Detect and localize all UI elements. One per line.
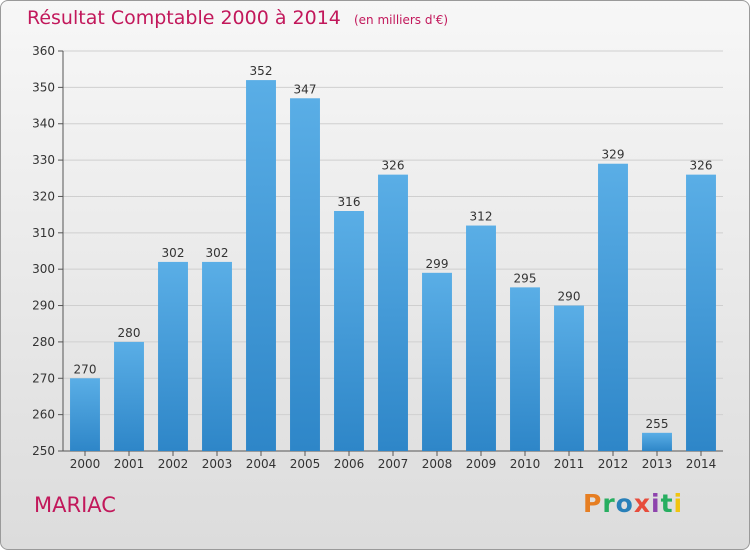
bars [70,80,716,452]
x-tick-label: 2014 [686,457,717,471]
bar [554,305,584,451]
bar [510,287,540,451]
y-tick-label: 290 [32,299,55,313]
x-tick-label: 2007 [378,457,409,471]
chart-subtitle: (en milliers d'€) [353,13,449,27]
x-tick-label: 2000 [70,457,101,471]
y-tick-label: 270 [32,371,55,385]
bar [158,261,188,451]
data-label: 290 [558,290,581,304]
x-tick-label: 2003 [202,457,233,471]
data-label: 270 [74,362,97,376]
proxiti-logo[interactable]: Proxiti [583,489,683,518]
y-tick-label: 260 [32,408,55,422]
x-tick-label: 2013 [642,457,673,471]
y-tick-label: 250 [32,444,55,458]
logo-letter: P [583,489,603,518]
y-tick-label: 310 [32,226,55,240]
data-label: 329 [602,148,625,162]
bar [466,225,496,451]
bar [378,174,408,452]
x-tick-label: 2006 [334,457,365,471]
axes: 250 260 270 280 290 300 310 320 330 340 350 360 2000… [32,44,723,471]
y-tick-label: 360 [32,44,55,58]
data-label: 352 [250,64,273,78]
y-tick-label: 300 [32,262,55,276]
x-tick-label: 2001 [114,457,145,471]
bar [70,378,100,451]
y-tick-label: 330 [32,153,55,167]
bar [290,98,320,451]
data-label: 326 [690,159,713,173]
data-label: 326 [382,159,405,173]
data-label: 299 [426,257,449,271]
data-label: 302 [162,246,185,260]
logo-letter: o [615,489,634,518]
x-tick-label: 2002 [158,457,189,471]
chart-title: Résultat Comptable 2000 à 2014 (en milli… [27,7,448,29]
data-label: 280 [118,326,141,340]
data-label: 316 [338,195,361,209]
x-tick-label: 2005 [290,457,321,471]
y-tick-label: 350 [32,80,55,94]
data-label: 312 [470,210,493,224]
commune-name: MARIAC [34,493,116,517]
bar [114,341,144,451]
y-tick-label: 340 [32,117,55,131]
x-tick-label: 2009 [466,457,497,471]
x-tick-label: 2008 [422,457,453,471]
bar [246,80,276,451]
x-tick-label: 2004 [246,457,277,471]
logo-letter: t [660,489,674,518]
x-tick-label: 2011 [554,457,585,471]
logo-letter: i [651,489,661,518]
bar [686,174,716,452]
logo-letter: r [602,489,616,518]
bar [642,432,672,451]
data-label: 302 [206,246,229,260]
bar [422,272,452,451]
data-label: 255 [646,417,669,431]
x-tick-label: 2012 [598,457,629,471]
y-tick-label: 280 [32,335,55,349]
logo-letter: i [673,489,684,518]
chart-title-text: Résultat Comptable 2000 à 2014 [27,7,341,29]
bar [202,261,232,451]
data-labels: 270 280 302 302 352 347 316 326 299 312 295 290 329 2… [74,64,713,431]
bar [334,211,364,451]
data-label: 295 [514,271,537,285]
bar [598,163,628,451]
y-tick-label: 320 [32,189,55,203]
logo-letter: x [633,489,651,518]
data-label: 347 [294,82,317,96]
x-tick-label: 2010 [510,457,541,471]
